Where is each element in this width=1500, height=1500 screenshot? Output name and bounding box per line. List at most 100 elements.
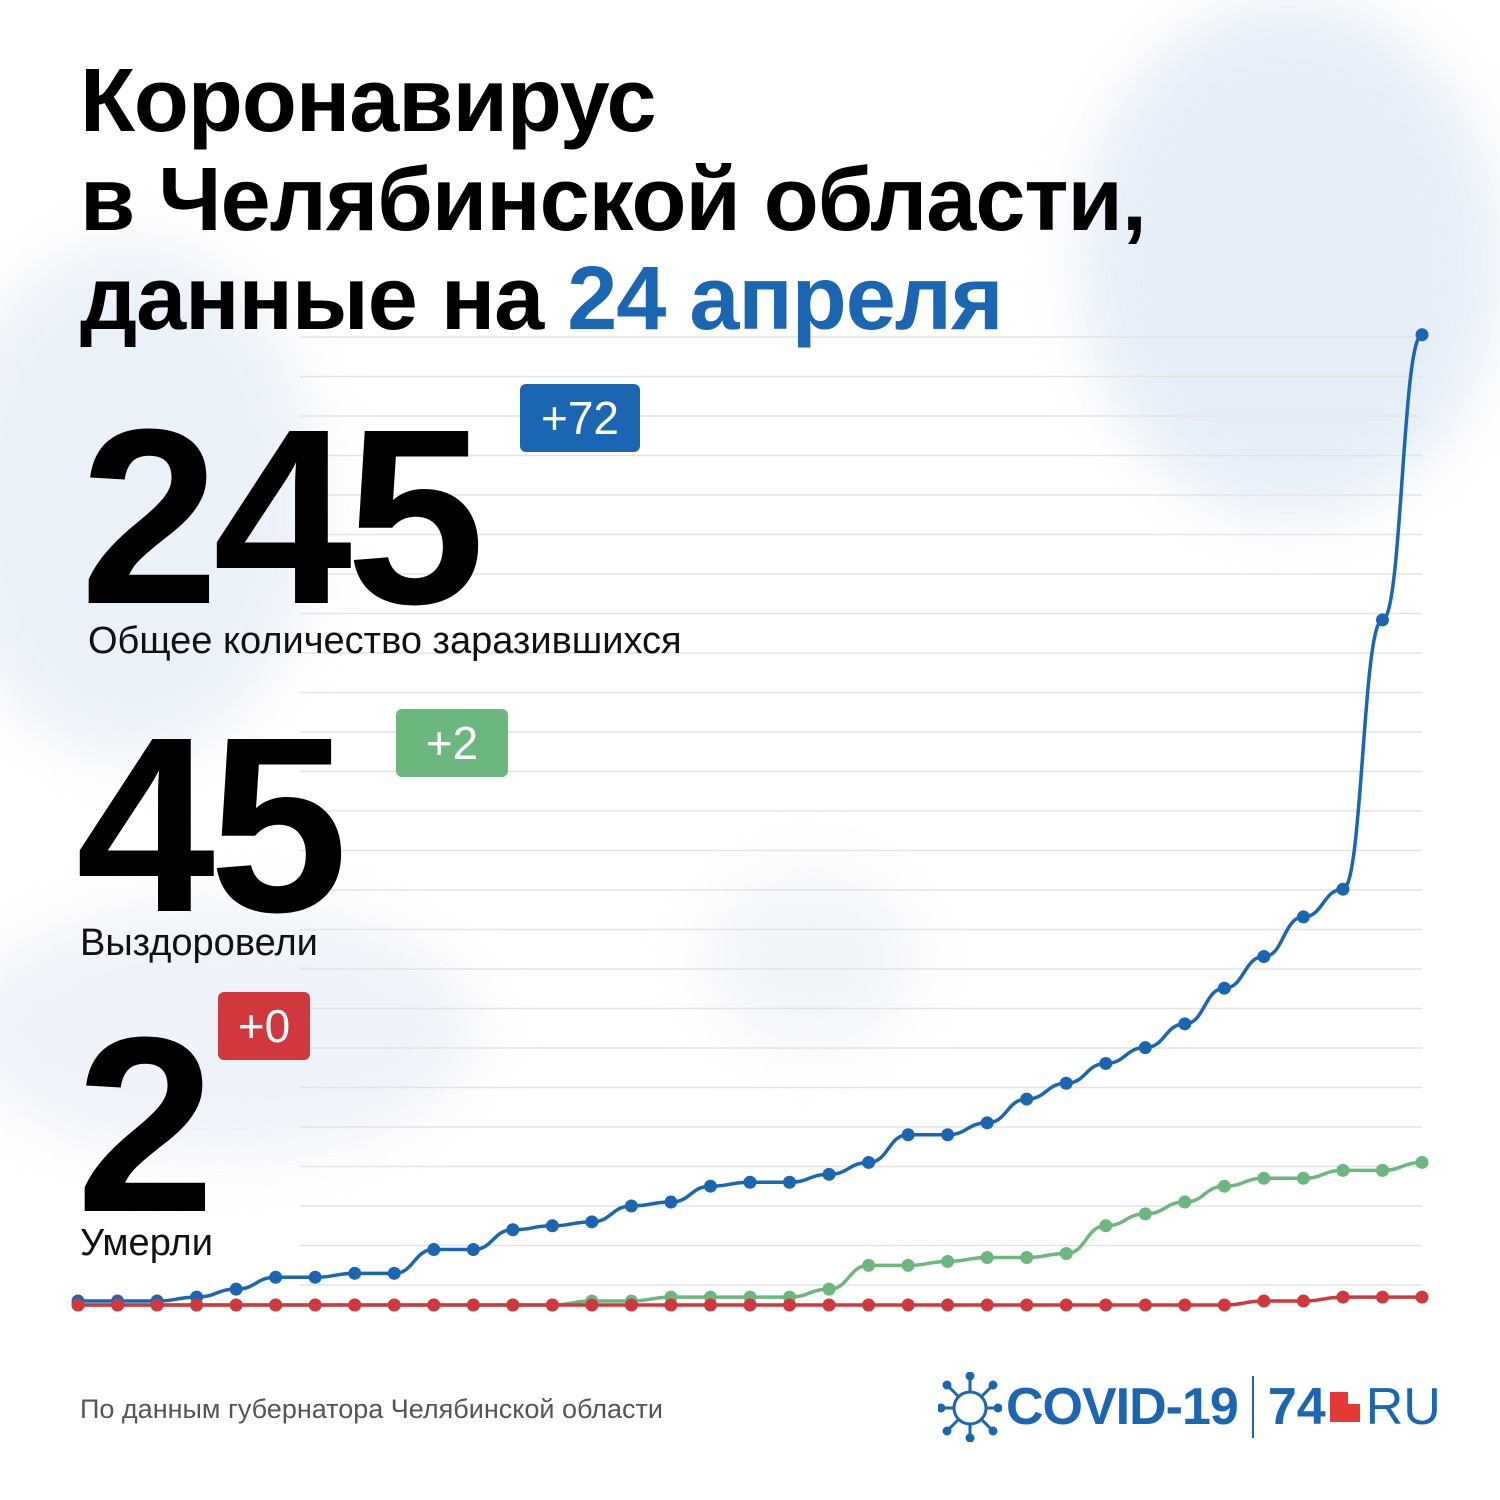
data-point	[1296, 1171, 1310, 1185]
virus-background-haze	[700, 870, 920, 1050]
data-point	[1178, 1017, 1192, 1031]
data-point	[941, 1254, 955, 1268]
logo-ru-text: RU	[1365, 1378, 1441, 1436]
data-point	[703, 1179, 717, 1193]
data-point	[190, 1298, 204, 1312]
data-point	[269, 1298, 283, 1312]
data-point	[506, 1298, 520, 1312]
infected-count: 245	[80, 377, 485, 656]
data-point	[901, 1298, 915, 1312]
data-point	[387, 1266, 401, 1280]
data-point	[980, 1116, 994, 1130]
data-point	[624, 1199, 638, 1213]
brand-logo: COVID-19 74 RU	[938, 1372, 1441, 1442]
data-point	[229, 1298, 243, 1312]
recovered-delta-badge: +2	[396, 709, 508, 777]
logo-covid-text: COVID-19	[1006, 1378, 1239, 1436]
data-point	[1059, 1298, 1073, 1312]
data-point	[664, 1298, 678, 1312]
deaths-count: 2	[76, 985, 215, 1264]
data-point	[1138, 1207, 1152, 1221]
data-point	[941, 1298, 955, 1312]
data-point	[743, 1175, 757, 1189]
data-point	[1059, 1076, 1073, 1090]
data-point	[1415, 328, 1429, 342]
data-point	[1020, 1250, 1034, 1264]
deaths-label: Умерли	[80, 1222, 213, 1264]
data-point	[664, 1195, 678, 1209]
data-point	[1138, 1041, 1152, 1055]
data-point	[1257, 950, 1271, 964]
data-point	[783, 1175, 797, 1189]
virus-icon	[938, 1372, 1002, 1442]
virus-background-haze	[0, 240, 320, 760]
data-point	[308, 1270, 322, 1284]
data-point	[545, 1219, 559, 1233]
data-point	[1296, 910, 1310, 924]
data-point	[506, 1223, 520, 1237]
data-point	[1020, 1092, 1034, 1106]
data-point	[1336, 882, 1350, 896]
infected-label: Общее количество заразившихся	[88, 620, 682, 662]
data-point	[822, 1282, 836, 1296]
source-note: По данным губернатора Челябинской област…	[80, 1394, 663, 1424]
data-point	[901, 1128, 915, 1142]
data-point	[1375, 1163, 1389, 1177]
data-point	[862, 1298, 876, 1312]
data-point	[466, 1243, 480, 1257]
logo-square-mark	[1329, 1392, 1360, 1422]
title-date: 24 апреля	[567, 249, 1003, 349]
data-point	[585, 1298, 599, 1312]
data-point	[111, 1298, 125, 1312]
data-point	[1375, 613, 1389, 627]
data-point	[1099, 1298, 1113, 1312]
data-point	[1375, 1290, 1389, 1304]
series-2	[71, 1290, 1429, 1312]
data-point	[822, 1298, 836, 1312]
data-point	[1099, 1219, 1113, 1233]
data-point	[1217, 1298, 1231, 1312]
data-point	[1099, 1056, 1113, 1070]
data-point	[1257, 1171, 1271, 1185]
data-point	[862, 1258, 876, 1272]
logo-divider	[1251, 1376, 1254, 1438]
data-point	[1020, 1298, 1034, 1312]
data-point	[545, 1298, 559, 1312]
deaths-delta-badge: +0	[218, 992, 310, 1060]
data-point	[1059, 1247, 1073, 1261]
data-point	[229, 1282, 243, 1296]
data-point	[783, 1298, 797, 1312]
logo-74-text: 74	[1267, 1378, 1326, 1436]
data-point	[624, 1298, 638, 1312]
data-point	[980, 1250, 994, 1264]
data-point	[1178, 1195, 1192, 1209]
page-title: Коронавирус в Челябинской области, данны…	[80, 51, 1147, 349]
data-point	[1217, 981, 1231, 995]
data-point	[1336, 1163, 1350, 1177]
data-point	[269, 1270, 283, 1284]
data-point	[387, 1298, 401, 1312]
data-point	[862, 1155, 876, 1169]
data-point	[308, 1298, 322, 1312]
grid	[300, 336, 1422, 1286]
data-point	[703, 1298, 717, 1312]
data-point	[1138, 1298, 1152, 1312]
title-line-1: Коронавирус	[80, 51, 657, 151]
data-point	[822, 1167, 836, 1181]
data-point	[1336, 1290, 1350, 1304]
data-point	[1217, 1179, 1231, 1193]
data-point	[1257, 1294, 1271, 1308]
data-point	[1296, 1294, 1310, 1308]
title-line-3: данные на	[80, 249, 568, 349]
title-line-2: в Челябинской области,	[80, 150, 1147, 250]
recovered-label: Выздоровели	[80, 922, 318, 964]
data-point	[585, 1215, 599, 1229]
data-point	[427, 1243, 441, 1257]
series-0	[71, 328, 1429, 1308]
data-point	[1178, 1298, 1192, 1312]
data-point	[941, 1128, 955, 1142]
data-point	[743, 1298, 757, 1312]
data-point	[1415, 1155, 1429, 1169]
data-point	[466, 1298, 480, 1312]
